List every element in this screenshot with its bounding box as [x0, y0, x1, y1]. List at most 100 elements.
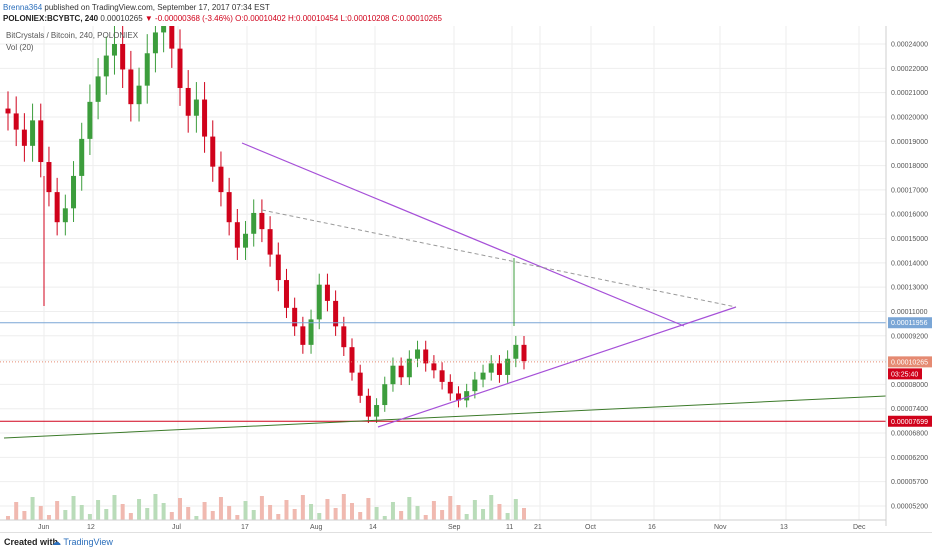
candle-body	[5, 108, 11, 114]
cloud-icon: ☁	[52, 537, 61, 547]
volume-bar	[251, 510, 256, 520]
volume-bar	[71, 496, 76, 520]
y-tick-label: 0.00014000	[891, 260, 928, 267]
brand-text: TradingView	[63, 537, 113, 547]
volume-bar	[358, 512, 363, 520]
volume-bar	[497, 504, 502, 520]
candle-body	[275, 254, 281, 281]
volume-bar	[317, 513, 322, 520]
volume-bar	[489, 495, 494, 520]
candle-body	[521, 344, 527, 362]
author-link[interactable]: Brenna364	[3, 3, 43, 12]
dashed-projection-line[interactable]	[261, 209, 737, 308]
volume-bar	[390, 502, 395, 520]
volume-bar	[178, 498, 182, 520]
y-tick-label: 0.00009200	[891, 333, 928, 340]
volume-bar	[235, 515, 240, 520]
candle-body	[243, 233, 249, 248]
volume-bar	[374, 507, 379, 520]
price-label-text: 0.00007699	[891, 419, 928, 426]
header-line-1: Brenna364 published on TradingView.com, …	[3, 2, 923, 13]
volume-bar	[325, 499, 330, 520]
ticker-label: POLONIEX:BCYBTC, 240	[3, 14, 99, 23]
drawings	[0, 142, 887, 439]
volume-bar	[481, 509, 486, 520]
candle-body	[488, 363, 494, 373]
price-axis[interactable]: 0.00024000 0.00022000 0.00021000 0.00020000…	[891, 42, 928, 511]
candle-body	[374, 405, 380, 417]
header-line-2: POLONIEX:BCYBTC, 240 0.00010265 ▼ -0.000…	[3, 13, 923, 24]
volume-bar	[120, 504, 125, 520]
x-tick-label: 11	[506, 524, 513, 531]
price-label-text: 0.00010265	[891, 359, 928, 366]
candle-body	[316, 284, 322, 320]
time-axis[interactable]: Jun 12 Jul 17 Aug 14 Sep 11 21 Oct 16 Nov 13 Dec	[38, 524, 866, 531]
down-arrow-icon: ▼	[144, 14, 153, 23]
volume-bar	[431, 501, 436, 520]
volume-bar	[137, 499, 142, 520]
y-tick-label: 0.00005200	[891, 504, 928, 511]
candle-body	[226, 192, 232, 223]
y-tick-label: 0.00011000	[891, 309, 928, 316]
close-text: C:0.00010265	[391, 14, 442, 23]
candle-body	[333, 300, 339, 327]
y-tick-label: 0.00007400	[891, 406, 928, 413]
volume-bar	[87, 514, 92, 520]
high-text: H:0.00010454	[288, 14, 339, 23]
volume-bar	[440, 510, 445, 520]
volume-bar	[259, 496, 264, 520]
tradingview-logo[interactable]: ☁ TradingView	[52, 533, 113, 551]
candle-body	[30, 120, 36, 146]
candle-body	[267, 229, 273, 255]
x-tick-label: Oct	[585, 524, 596, 531]
volume-bar	[104, 509, 109, 520]
candle-body	[111, 44, 117, 56]
x-tick-label: Nov	[714, 524, 727, 531]
volume-bar	[46, 515, 51, 520]
volume-bar	[407, 497, 412, 520]
price-label-box	[888, 317, 932, 329]
candle-body	[202, 99, 208, 137]
candle-body	[193, 99, 199, 116]
candle-body	[382, 384, 388, 406]
volume-bar	[505, 513, 510, 520]
volume-bar	[276, 514, 281, 520]
volume-bar	[202, 502, 207, 520]
volume-bar	[366, 498, 371, 520]
candle-body	[365, 395, 371, 417]
plot-area[interactable]	[0, 26, 886, 526]
upper-triangle-line[interactable]	[241, 142, 685, 327]
long-trend-line[interactable]	[3, 395, 887, 439]
candle-body	[87, 101, 93, 139]
price-label-text: 0.00011956	[891, 320, 928, 327]
candle-body	[390, 365, 396, 385]
candle-body	[120, 44, 126, 70]
y-tick-label: 0.00006200	[891, 455, 928, 462]
legend-volume[interactable]: Vol (20)	[6, 43, 34, 52]
y-tick-label: 0.00021000	[891, 90, 928, 97]
x-tick-label: 16	[648, 524, 656, 531]
candle-body	[292, 307, 298, 327]
candle-body	[152, 32, 158, 54]
x-tick-label: 21	[534, 524, 542, 531]
chart-header: Brenna364 published on TradingView.com, …	[3, 2, 923, 26]
candle-body	[62, 208, 68, 223]
volume-bar	[6, 516, 10, 520]
price-chart[interactable]: 0.00024000 0.00022000 0.00021000 0.00020000…	[0, 26, 932, 532]
y-tick-label: 0.00016000	[891, 212, 928, 219]
price-label-box	[888, 356, 932, 368]
legend-symbol[interactable]: BitCrystals / Bitcoin, 240, POLONIEX	[6, 31, 139, 40]
lower-triangle-line[interactable]	[377, 306, 737, 428]
candle-body	[46, 162, 52, 193]
volume-bar	[284, 500, 289, 520]
open-text: O:0.00010402	[235, 14, 286, 23]
candles	[5, 26, 527, 424]
volume-bars	[6, 494, 526, 520]
volume-bar	[350, 503, 354, 520]
volume-bar	[218, 497, 223, 520]
candle-body	[21, 129, 27, 146]
last-price-text: 0.00010265	[100, 14, 143, 23]
price-label-box	[888, 368, 922, 380]
change-text: -0.00000368 (-3.46%)	[155, 14, 233, 23]
footer: Created with ☁ TradingView	[0, 532, 932, 551]
